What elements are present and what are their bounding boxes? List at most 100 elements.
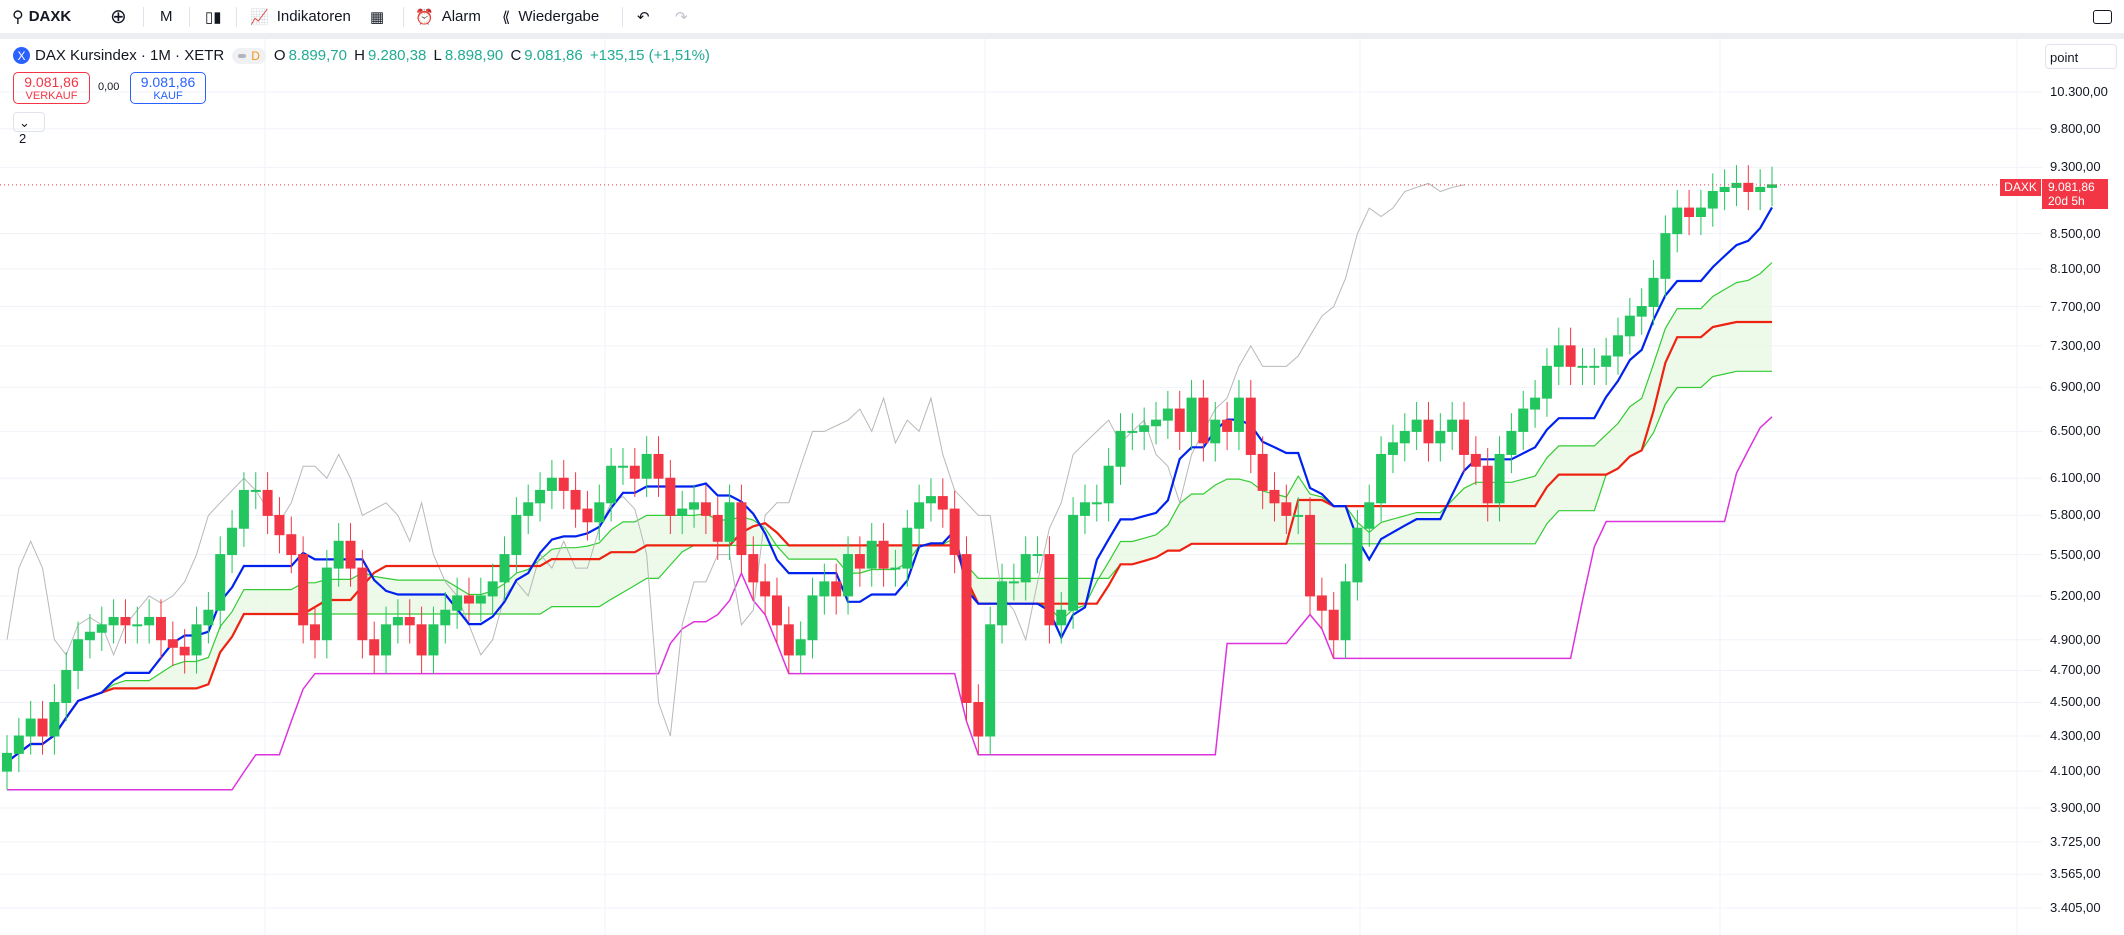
price-chart[interactable] (0, 39, 2124, 935)
market-status-badge[interactable]: D (232, 47, 266, 64)
candle (2, 752, 12, 772)
candle (570, 489, 581, 510)
candle (1553, 345, 1564, 367)
layouts-button[interactable]: ▦ (370, 0, 384, 33)
candle (1340, 581, 1351, 641)
candle (546, 477, 557, 491)
price-tick-label: 5.800,00 (2050, 507, 2101, 523)
candle (902, 527, 913, 569)
candle (629, 465, 640, 479)
price-tick-label: 8.500,00 (2050, 225, 2101, 241)
candle (1660, 233, 1671, 279)
redo-icon: ↷ (675, 8, 688, 26)
square-icon (2093, 9, 2112, 24)
candle (1435, 430, 1446, 444)
alarm-clock-icon: ⏰ (415, 8, 434, 26)
candle (1447, 419, 1458, 432)
candle (357, 567, 368, 641)
candle (1174, 408, 1185, 432)
symbol-title[interactable]: DAX Kursindex · 1M · XETR (35, 47, 225, 64)
price-tick-label: 4.700,00 (2050, 662, 2101, 678)
candle (760, 581, 771, 597)
candle (1233, 397, 1244, 432)
candle (487, 581, 498, 597)
candle (37, 718, 48, 737)
fullscreen-button[interactable] (2093, 0, 2112, 33)
sell-button[interactable]: 9.081,86 VERKAUF (13, 72, 90, 104)
price-tick-label: 4.300,00 (2050, 728, 2101, 743)
candle (1541, 365, 1552, 399)
candle (523, 502, 534, 516)
candle (641, 453, 652, 479)
candle (1719, 186, 1730, 193)
candle (1695, 207, 1706, 218)
candle (1636, 306, 1647, 317)
candle (748, 554, 759, 583)
candle (1565, 345, 1576, 367)
candle (1198, 397, 1209, 444)
alarm-button[interactable]: ⏰ Alarm (415, 8, 481, 26)
candle (843, 554, 854, 597)
chart-canvas[interactable] (0, 39, 2124, 935)
price-tick-label: 5.500,00 (2050, 546, 2101, 562)
candle (985, 624, 996, 737)
indicators-button[interactable]: 📈 Indikatoren (250, 8, 351, 26)
candle (582, 508, 593, 523)
candle (333, 540, 344, 569)
symbol-logo: X (13, 47, 30, 64)
candle (677, 508, 688, 516)
candle (831, 581, 842, 597)
candle (724, 502, 735, 542)
candle (854, 554, 865, 569)
candle (1755, 186, 1766, 193)
candle (1624, 315, 1635, 337)
candle (227, 527, 238, 556)
candle (1151, 419, 1162, 427)
candle (1743, 182, 1754, 193)
chart-icon: 📈 (250, 8, 269, 26)
candle (1186, 397, 1197, 432)
candle (1257, 453, 1268, 491)
candle (120, 616, 131, 626)
symbol-price-tag: DAXK (2000, 179, 2041, 196)
add-symbol-button[interactable]: ⊕ (110, 0, 127, 33)
candle (511, 514, 522, 556)
redo-button[interactable]: ↷ (675, 0, 688, 33)
candle (807, 595, 818, 641)
candle (1459, 419, 1470, 455)
candle (558, 477, 569, 491)
chart-legend: X DAX Kursindex · 1M · XETR D O 8.899,70 … (13, 47, 713, 64)
candle (1684, 207, 1695, 218)
indicators-toggle[interactable]: ⌄ 2 (13, 112, 45, 146)
price-tick-label: 3.725,00 (2050, 833, 2101, 849)
candles-icon: ▯▮ (205, 8, 222, 26)
candle (1530, 397, 1541, 410)
candle (1139, 425, 1150, 432)
price-tick-label: 6.500,00 (2050, 423, 2101, 439)
symbol-search[interactable]: ⚲ DAXK (12, 8, 72, 26)
interval-button[interactable]: M (160, 8, 173, 25)
replay-button[interactable]: ⟪ Wiedergabe (502, 8, 600, 26)
undo-button[interactable]: ↶ (637, 0, 650, 33)
candle (1079, 502, 1090, 516)
candle (1506, 430, 1517, 455)
candle (1210, 419, 1221, 444)
price-tick-label: 8.100,00 (2050, 261, 2101, 277)
buy-button[interactable]: 9.081,86 KAUF (130, 72, 206, 104)
chart-type-button[interactable]: ▯▮ (205, 0, 222, 33)
candle (1245, 397, 1256, 455)
candle (1399, 430, 1410, 444)
price-tick-label: 3.405,00 (2050, 900, 2101, 916)
candle (1707, 191, 1718, 209)
candle (1162, 408, 1173, 421)
candle (191, 624, 202, 656)
candle (1518, 408, 1529, 432)
candle (594, 502, 605, 523)
candle (949, 508, 960, 556)
candle (1103, 465, 1114, 504)
scale-mode-field[interactable]: point (2045, 44, 2117, 69)
candle (1328, 609, 1339, 641)
candle (108, 616, 119, 626)
price-tick-label: 7.700,00 (2050, 298, 2101, 314)
candle (1222, 419, 1233, 432)
